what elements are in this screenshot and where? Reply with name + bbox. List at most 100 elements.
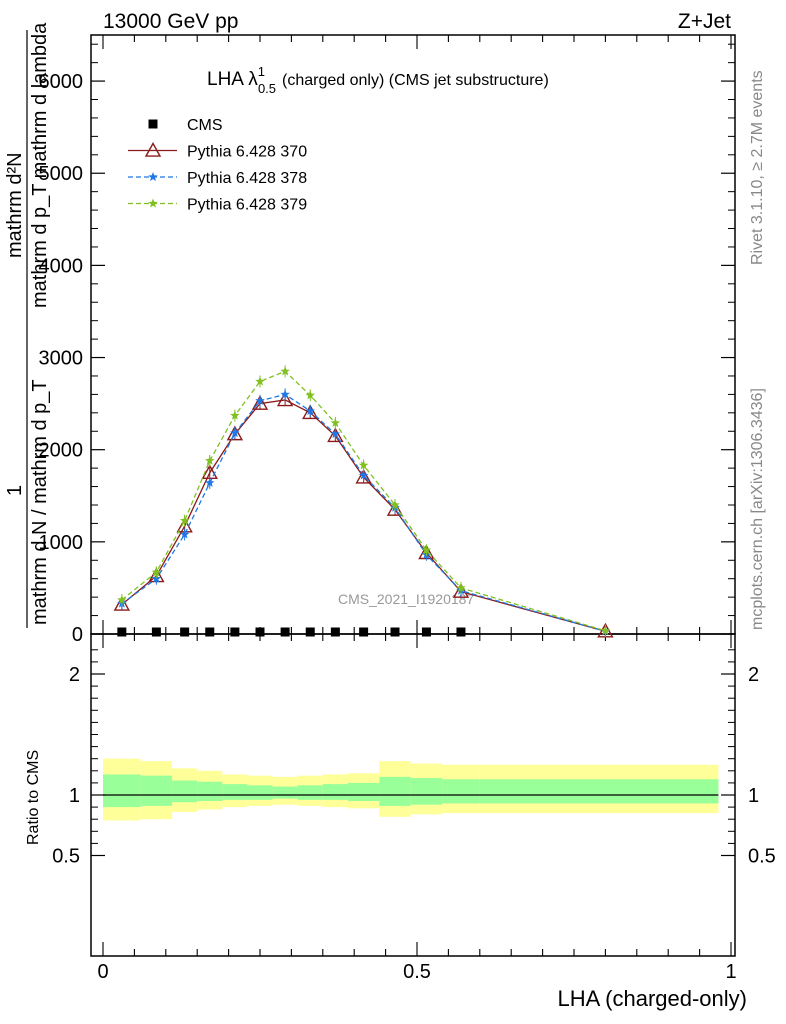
main-axes: 0 1000 2000 3000 4000 5000 6000 0 0.5 1	[39, 35, 737, 983]
ratio-y-axis-label: Ratio to CMS	[25, 750, 42, 845]
main-ytick-label: 3000	[39, 348, 84, 370]
data-point	[390, 499, 400, 510]
title-sub: 0.5	[258, 81, 276, 96]
ylabel-line2: mathrm d p_T mathrm d lambda	[29, 22, 51, 308]
ratio-ytick-label-left: 1	[69, 785, 80, 807]
ratio-green-band	[442, 779, 480, 804]
mcplots-label: mcplots.cern.ch [arXiv:1306.3436]	[749, 388, 766, 630]
data-point	[255, 376, 265, 386]
legend-marker	[148, 119, 158, 129]
ratio-green-band	[347, 782, 380, 802]
data-point	[358, 460, 369, 470]
ratio-ytick-label-right: 2	[748, 664, 759, 686]
ratio-ytick-label-right: 1	[748, 785, 759, 807]
ylabel-line1: mathrm d²N	[4, 152, 26, 258]
data-point	[117, 594, 127, 604]
legend-marker	[148, 172, 158, 182]
data-point	[305, 627, 315, 637]
legend-item: CMS	[148, 117, 223, 134]
ratio-green-band	[272, 786, 298, 799]
ratio-ytick-label-left: 2	[69, 664, 80, 686]
data-point	[330, 429, 341, 439]
data-point	[421, 627, 431, 637]
legend-label: Pythia 6.428 378	[187, 170, 307, 187]
main-ytick-label: 2000	[39, 440, 84, 462]
ratio-green-band	[297, 785, 323, 800]
legend-marker	[144, 142, 162, 157]
data-point	[390, 627, 400, 637]
ratio-axes: 0.5 0.5 1 1 2 2	[52, 649, 776, 868]
data-point	[280, 627, 290, 637]
data-point	[113, 596, 131, 611]
data-point	[179, 529, 190, 539]
data-point	[452, 583, 470, 598]
legend-label: Pythia 6.428 379	[187, 197, 307, 214]
data-point	[330, 627, 340, 637]
legend-item: Pythia 6.428 370	[128, 142, 307, 161]
data-point	[456, 627, 466, 637]
main-ytick-label: 6000	[39, 71, 84, 93]
data-point	[179, 515, 190, 525]
ratio-ytick-label-left: 0.5	[52, 846, 80, 868]
series-4	[117, 365, 611, 637]
series-line	[121, 370, 606, 632]
ratio-ytick-label-right: 0.5	[748, 846, 776, 868]
legend-item: Pythia 6.428 378	[128, 170, 307, 187]
xtick-label: 1	[725, 961, 736, 983]
legend-label: Pythia 6.428 370	[187, 144, 307, 161]
data-point	[358, 470, 369, 480]
series-line	[121, 399, 606, 632]
data-point	[230, 428, 240, 438]
legend-label: CMS	[187, 117, 223, 134]
data-point	[305, 390, 315, 400]
data-point	[305, 405, 315, 416]
data-point	[456, 582, 466, 592]
title-rest: (charged only) (CMS jet substructure)	[282, 72, 549, 89]
ratio-green-band	[479, 779, 719, 804]
data-point	[421, 545, 432, 555]
series-line	[121, 393, 606, 632]
ratio-green-band	[103, 774, 141, 808]
data-point	[280, 389, 290, 399]
data-point	[205, 627, 215, 637]
ratio-green-band	[197, 781, 223, 802]
process-label: Z+Jet	[678, 10, 731, 33]
data-point	[180, 627, 190, 637]
data-point	[255, 627, 265, 637]
ratio-green-band	[247, 785, 273, 800]
data-point	[355, 468, 372, 484]
title-sup: 1	[258, 64, 265, 79]
data-point	[205, 455, 215, 465]
ratio-green-band	[410, 778, 443, 805]
watermark: CMS_2021_I1920187	[338, 591, 474, 607]
ylabel-line3: mathrm d N / mathrm d p_T	[29, 379, 51, 625]
data-point	[302, 404, 319, 420]
data-point	[600, 625, 611, 635]
ratio-green-band	[379, 776, 411, 806]
data-point	[205, 477, 215, 487]
ratio-green-band	[140, 775, 173, 806]
data-point	[151, 567, 162, 577]
main-y-axis-label: mathrm d²N mathrm d p_T mathrm d lambda …	[4, 22, 51, 628]
data-point	[251, 395, 269, 410]
ratio-green-band	[322, 784, 348, 800]
ratio-green-band	[222, 784, 248, 800]
data-point	[151, 627, 161, 637]
data-point	[280, 366, 290, 376]
data-point	[359, 627, 369, 637]
data-point	[226, 425, 244, 441]
ylabel-factor: 1	[4, 485, 26, 496]
data-point	[330, 417, 341, 428]
data-point	[327, 427, 344, 443]
chart-title: LHA λ1 0.5 (charged only) (CMS jet substru…	[207, 64, 549, 96]
legend-item: Pythia 6.428 379	[128, 197, 307, 214]
ratio-bands	[103, 758, 719, 821]
rivet-label: Rivet 3.1.10, ≥ 2.7M events	[749, 70, 766, 265]
main-ytick-label: 4000	[39, 255, 84, 277]
main-ytick-label: 5000	[39, 163, 84, 185]
series-layer	[113, 365, 614, 638]
x-axis-label: LHA (charged-only)	[557, 986, 747, 1011]
energy-label: 13000 GeV pp	[103, 10, 238, 33]
data-point	[230, 410, 240, 420]
